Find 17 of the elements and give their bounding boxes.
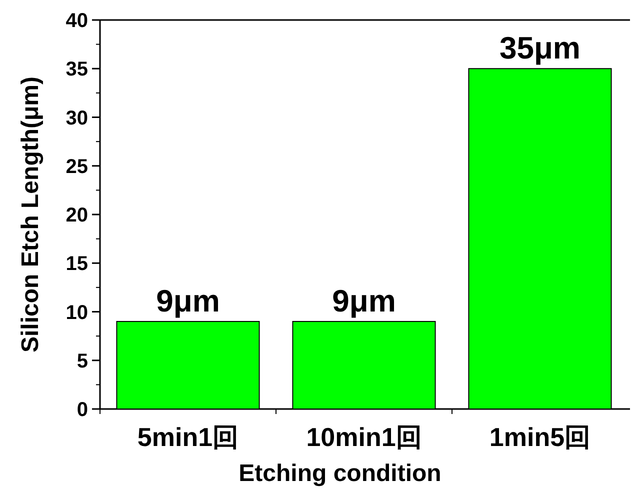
y-tick-label: 30 (66, 107, 88, 130)
x-tick-label: 1min5回 (489, 422, 591, 452)
y-axis-title: Silicon Etch Length(μm) (17, 76, 44, 353)
data-label: 9μm (156, 283, 220, 318)
y-tick-label: 25 (66, 156, 88, 178)
y-tick-label: 15 (66, 253, 88, 276)
data-label: 9μm (332, 283, 396, 318)
x-axis-title: Etching condition (238, 460, 442, 487)
x-tick-label: 5min1回 (137, 422, 239, 452)
y-tick-label: 40 (66, 10, 88, 32)
y-tick-label: 35 (66, 58, 88, 81)
y-tick-label: 0 (76, 399, 88, 421)
y-tick-label: 5 (76, 350, 88, 372)
y-tick-label: 10 (66, 302, 88, 324)
data-label: 35μm (499, 30, 581, 66)
y-tick-label: 20 (66, 204, 88, 226)
x-tick-label: 10min1回 (306, 422, 422, 452)
